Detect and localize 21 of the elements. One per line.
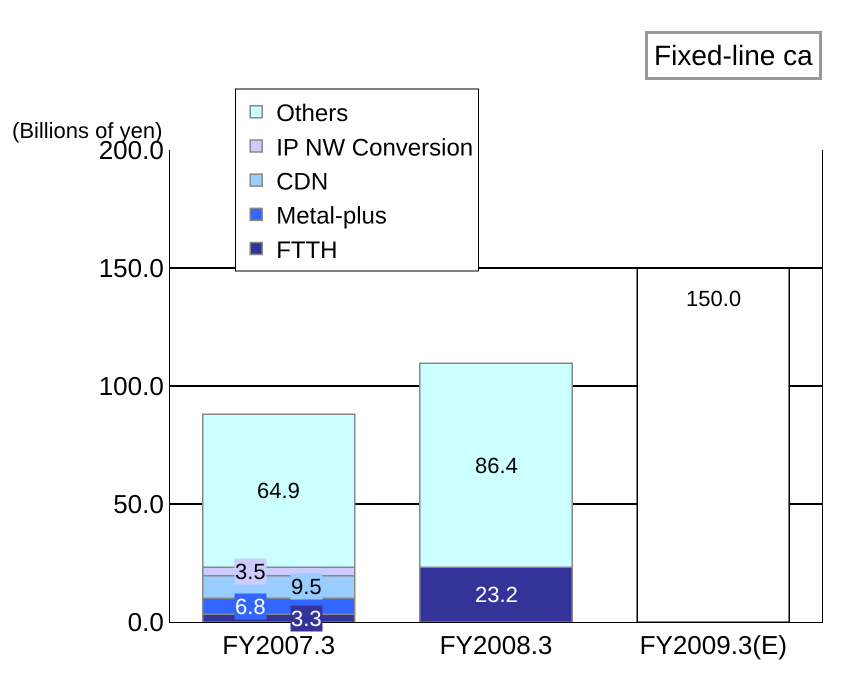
data-label: 23.2: [475, 582, 518, 607]
y-tick-label: 0.0: [128, 607, 164, 638]
y-tick-label: 100.0: [98, 371, 164, 402]
y-tick-label: 50.0: [113, 489, 164, 520]
legend-label: IP NW Conversion: [276, 134, 474, 162]
data-label: 3.5: [235, 559, 266, 584]
chart-title: Fixed-line ca: [654, 40, 814, 71]
y-tick-label: 150.0: [98, 253, 164, 284]
data-label: 150.0: [686, 286, 742, 311]
legend-label: CDN: [276, 168, 328, 196]
legend-label: Others: [276, 100, 348, 128]
x-tick-label: FY2008.3: [440, 630, 552, 660]
data-label: 3.3: [291, 606, 322, 631]
data-label: 6.8: [235, 594, 266, 619]
data-label: 86.4: [475, 453, 518, 478]
legend-label: Metal-plus: [276, 202, 387, 230]
data-label: 64.9: [257, 478, 300, 503]
x-tick-label: FY2007.3: [222, 630, 336, 660]
data-label: 9.5: [291, 574, 322, 599]
legend-label: FTTH: [276, 236, 338, 264]
x-tick-label: FY2009.3(E): [640, 630, 788, 660]
